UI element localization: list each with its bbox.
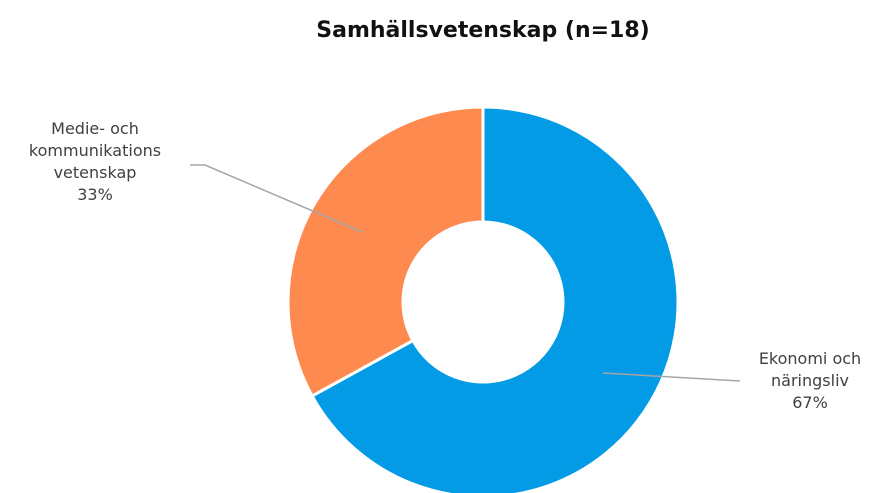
slice-value-label: 33% [77,185,113,204]
slice-label: Ekonomi och näringsliv [758,349,862,390]
donut-slice [286,105,485,398]
leader-line [190,164,363,233]
leader-line [602,372,741,382]
donut-slice [310,105,680,493]
chart-title: Samhällsvetenskap (n=18) [316,18,650,43]
slice-value-label: 67% [792,393,828,412]
slice-label: Medie- och kommunikations vetenskap [28,119,162,182]
